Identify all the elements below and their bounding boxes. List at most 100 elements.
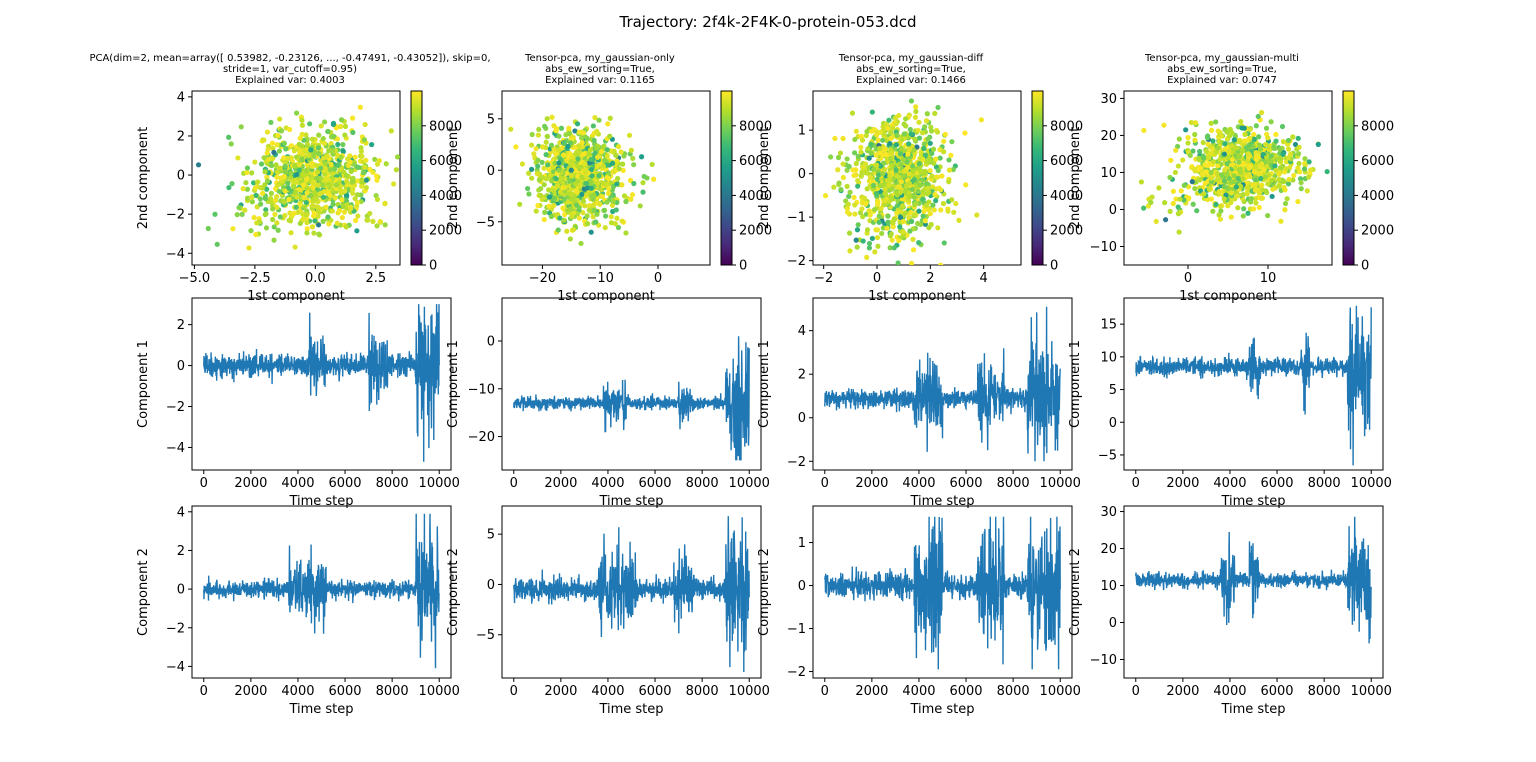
scatter-point — [524, 185, 531, 192]
colorbar-frame — [1342, 90, 1355, 266]
scatter-point — [557, 176, 563, 182]
scatter-point — [917, 155, 923, 161]
scatter-point — [304, 219, 310, 226]
x-tick-label: 4000 — [1213, 476, 1246, 491]
scatter-point — [1181, 197, 1187, 203]
scatter-point — [274, 182, 281, 188]
y-tick-label: 0 — [798, 579, 806, 594]
scatter-point — [913, 201, 919, 207]
scatter-point — [601, 207, 607, 214]
timeseries-panel: 0 2000 4000 6000 8000 10000 −2 −1 0 1 Time step Com… — [757, 505, 1081, 717]
y-axis-label: 2nd component — [757, 127, 772, 229]
scatter-point — [382, 222, 388, 228]
scatter-point — [315, 182, 322, 188]
scatter-point — [935, 167, 941, 174]
scatter-point — [296, 186, 302, 193]
scatter-point — [282, 163, 288, 169]
scatter-point — [275, 227, 281, 233]
scatter-point — [588, 156, 594, 162]
scatter-point — [897, 224, 903, 230]
scatter-point — [282, 188, 288, 194]
colorbar-tick-label: 6000 — [739, 154, 772, 169]
scatter-point — [1224, 129, 1230, 135]
scatter-point — [918, 169, 924, 175]
scatter-point — [352, 195, 358, 202]
scatter-point — [1224, 161, 1230, 167]
scatter-point — [921, 145, 927, 152]
x-axis-label: Time step — [288, 702, 353, 717]
scatter-point — [1218, 133, 1225, 139]
scatter-point — [880, 225, 886, 231]
scatter-point — [865, 146, 871, 152]
scatter-point — [322, 160, 328, 167]
scatter-point — [253, 231, 259, 238]
scatter-point — [1228, 179, 1234, 185]
y-tick-label: 2 — [177, 544, 185, 559]
scatter-point — [349, 115, 356, 121]
scatter-point — [318, 123, 324, 129]
scatter-point — [1213, 119, 1219, 125]
scatter-point — [270, 216, 276, 223]
scatter-point — [904, 159, 910, 165]
y-tick-label: −4 — [166, 660, 185, 675]
scatter-point — [259, 190, 266, 196]
scatter-point — [556, 167, 562, 173]
scatter-point — [915, 220, 921, 227]
scatter-point — [896, 237, 902, 244]
scatter-point — [294, 194, 300, 200]
scatter-point — [297, 148, 303, 154]
scatter-point — [1240, 148, 1246, 154]
scatter-point — [1272, 163, 1278, 169]
scatter-point — [249, 199, 255, 205]
scatter-point — [1268, 162, 1274, 168]
scatter-point — [1192, 120, 1199, 126]
scatter-point — [869, 235, 875, 242]
scatter-point — [342, 123, 349, 129]
scatter-point — [339, 197, 345, 203]
y-tick-label: 15 — [1100, 318, 1117, 333]
scatter-point — [274, 174, 280, 180]
scatter-point — [898, 208, 904, 215]
scatter-point — [315, 222, 322, 228]
scatter-point — [1175, 163, 1181, 169]
scatter-point — [1208, 169, 1214, 176]
scatter-point — [337, 123, 344, 130]
scatter-point — [871, 207, 878, 213]
scatter-point — [283, 146, 289, 152]
scatter-point — [892, 115, 899, 121]
scatter-point — [1162, 217, 1169, 223]
scatter-point — [354, 228, 360, 234]
scatter-point — [853, 160, 859, 167]
x-tick-label: 6000 — [638, 476, 671, 491]
scatter-point — [312, 218, 318, 224]
scatter-point — [555, 182, 561, 188]
y-axis-label: 2nd component — [1068, 127, 1083, 229]
scatter-point — [1284, 196, 1290, 202]
scatter-point — [1307, 167, 1314, 173]
scatter-point — [586, 207, 592, 213]
x-tick-label: 0 — [821, 684, 829, 699]
colorbar-tick-label: 2000 — [1361, 224, 1394, 239]
scatter-point — [887, 177, 893, 183]
scatter-point — [383, 161, 389, 167]
scatter-point — [1234, 145, 1240, 151]
scatter-point — [852, 136, 858, 143]
scatter-point — [877, 129, 883, 135]
scatter-point — [836, 180, 842, 186]
colorbar — [721, 91, 732, 265]
scatter-point — [252, 159, 258, 165]
scatter-point — [278, 175, 284, 181]
scatter-point — [898, 162, 904, 168]
series-line — [203, 304, 440, 462]
scatter-point — [242, 207, 248, 213]
scatter-point — [847, 248, 853, 254]
scatter-point — [304, 190, 310, 196]
scatter-point — [1298, 186, 1304, 192]
scatter-point — [591, 207, 597, 214]
scatter-point — [333, 125, 339, 131]
scatter-point — [1302, 156, 1308, 162]
scatter-point — [916, 135, 923, 141]
scatter-point — [1167, 174, 1173, 181]
y-tick-label: −5 — [1098, 448, 1117, 463]
x-tick-label: 2000 — [234, 684, 267, 699]
